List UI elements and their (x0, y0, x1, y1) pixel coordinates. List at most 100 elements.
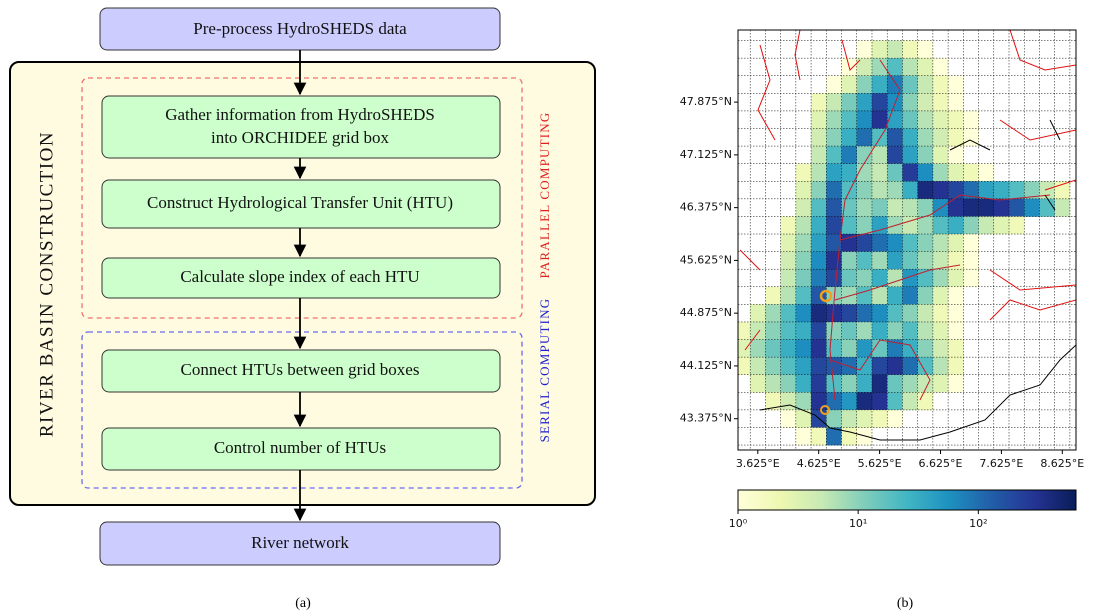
cell (856, 216, 873, 235)
cell (841, 409, 858, 428)
cell (871, 357, 888, 376)
step-text: Gather information from HydroSHEDS (165, 105, 435, 124)
cell (948, 93, 964, 112)
cell (811, 339, 827, 358)
cell (948, 198, 964, 217)
cell (948, 286, 964, 305)
cell (826, 181, 842, 200)
cell (795, 269, 812, 288)
parallel-label: PARALLEL COMPUTING (537, 112, 552, 279)
cell (765, 286, 781, 305)
cell (917, 110, 934, 129)
cell (917, 75, 934, 94)
cell (902, 110, 918, 129)
cell (811, 110, 827, 129)
cell (887, 269, 903, 288)
cell (902, 163, 918, 182)
cell (917, 392, 934, 411)
step-text: Calculate slope index of each HTU (180, 267, 419, 286)
cell (856, 110, 873, 129)
cell (871, 216, 888, 235)
cell (902, 128, 918, 147)
cell (765, 374, 781, 393)
cell (963, 110, 979, 129)
cell (887, 75, 903, 94)
cell (856, 321, 873, 340)
cell (841, 374, 858, 393)
cell (811, 304, 827, 323)
cell (902, 357, 918, 376)
y-tick-label: 46.375°N (680, 201, 732, 214)
cell (795, 304, 812, 323)
y-tick-label: 44.125°N (680, 359, 732, 372)
colorbar-tick-label: 10⁰ (729, 517, 748, 530)
cell (871, 339, 888, 358)
cell (795, 216, 812, 235)
cell (948, 269, 964, 288)
cell (811, 251, 827, 270)
cell (811, 93, 827, 112)
cell (871, 163, 888, 182)
step-box (101, 179, 501, 229)
colorbar (737, 489, 1077, 511)
colorbar-tick-label: 10² (969, 517, 987, 530)
cell (750, 357, 766, 376)
cell (856, 286, 873, 305)
cell (948, 181, 964, 200)
cell (765, 357, 781, 376)
cell (902, 321, 918, 340)
cell (826, 427, 842, 446)
cell (948, 374, 964, 393)
cell (811, 146, 827, 164)
cell (780, 409, 797, 428)
end-text: River network (251, 533, 349, 552)
cell (780, 286, 797, 305)
cell (738, 357, 751, 376)
cell (932, 58, 949, 77)
cell (871, 40, 888, 59)
cell (932, 216, 949, 235)
cell (902, 75, 918, 94)
cell (780, 339, 797, 358)
x-tick-label: 3.625°E (736, 457, 780, 470)
cell (1009, 198, 1025, 217)
cell (856, 93, 873, 112)
cell (887, 181, 903, 200)
step-text: Connect HTUs between grid boxes (181, 360, 420, 379)
cell (917, 146, 934, 164)
cell (841, 216, 858, 235)
cell (917, 269, 934, 288)
cell (887, 286, 903, 305)
cell (765, 304, 781, 323)
cell (750, 339, 766, 358)
cell (963, 181, 979, 200)
cell (856, 409, 873, 428)
cell (932, 269, 949, 288)
cell (871, 392, 888, 411)
cell (826, 216, 842, 235)
cell (795, 409, 812, 428)
cell (795, 339, 812, 358)
cell (871, 75, 888, 94)
cell (780, 321, 797, 340)
cell (917, 216, 934, 235)
cell (932, 321, 949, 340)
cell (826, 251, 842, 270)
y-tick-label: 47.125°N (680, 148, 732, 161)
cell (826, 339, 842, 358)
cell (932, 110, 949, 129)
cell (917, 58, 934, 77)
cell (948, 110, 964, 129)
cell (826, 409, 842, 428)
cell (917, 251, 934, 270)
cell (826, 146, 842, 164)
step-box (101, 95, 501, 159)
cell (963, 234, 979, 252)
cell (750, 304, 766, 323)
cell (932, 146, 949, 164)
cell (948, 216, 964, 235)
cell (902, 58, 918, 77)
cell (902, 304, 918, 323)
cell (841, 269, 858, 288)
cell (902, 216, 918, 235)
